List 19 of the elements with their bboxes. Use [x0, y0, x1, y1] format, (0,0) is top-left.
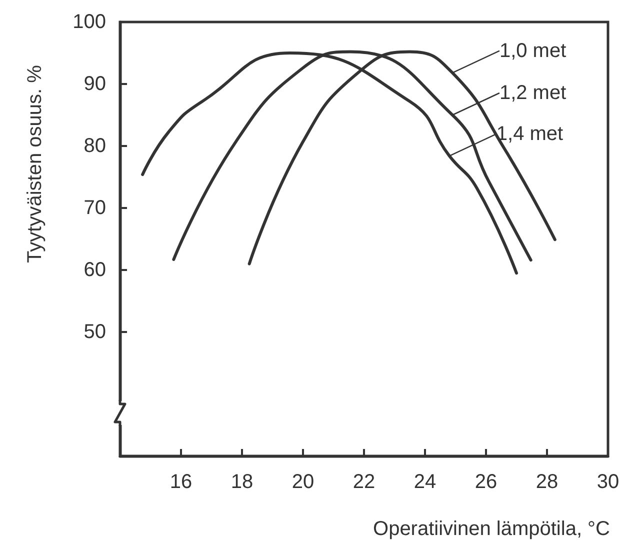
x-axis-title: Operatiivinen lämpötila, °C — [373, 518, 610, 540]
x-tick-label: 26 — [474, 471, 498, 493]
y-tick-label: 60 — [84, 259, 106, 281]
x-tick-label: 28 — [536, 471, 558, 493]
y-tick-label: 90 — [84, 73, 106, 95]
y-tick-label: 80 — [84, 135, 106, 157]
x-tick-label: 20 — [292, 471, 314, 493]
y-tick-label: 50 — [84, 321, 106, 343]
x-tick-label: 16 — [170, 471, 192, 493]
y-axis-title: Tyytyväisten osuus. % — [24, 64, 46, 263]
x-tick-label: 22 — [352, 471, 376, 493]
x-tick-label: 24 — [414, 471, 436, 493]
y-tick-label: 100 — [72, 11, 106, 33]
legend-label: 1,0 met — [499, 40, 567, 62]
legend-label: 1,2 met — [499, 82, 567, 104]
legend-label: 1,4 met — [496, 122, 564, 145]
x-tick-label: 18 — [230, 471, 254, 493]
x-tick-label: 30 — [596, 471, 620, 493]
y-tick-label: 70 — [84, 197, 106, 219]
